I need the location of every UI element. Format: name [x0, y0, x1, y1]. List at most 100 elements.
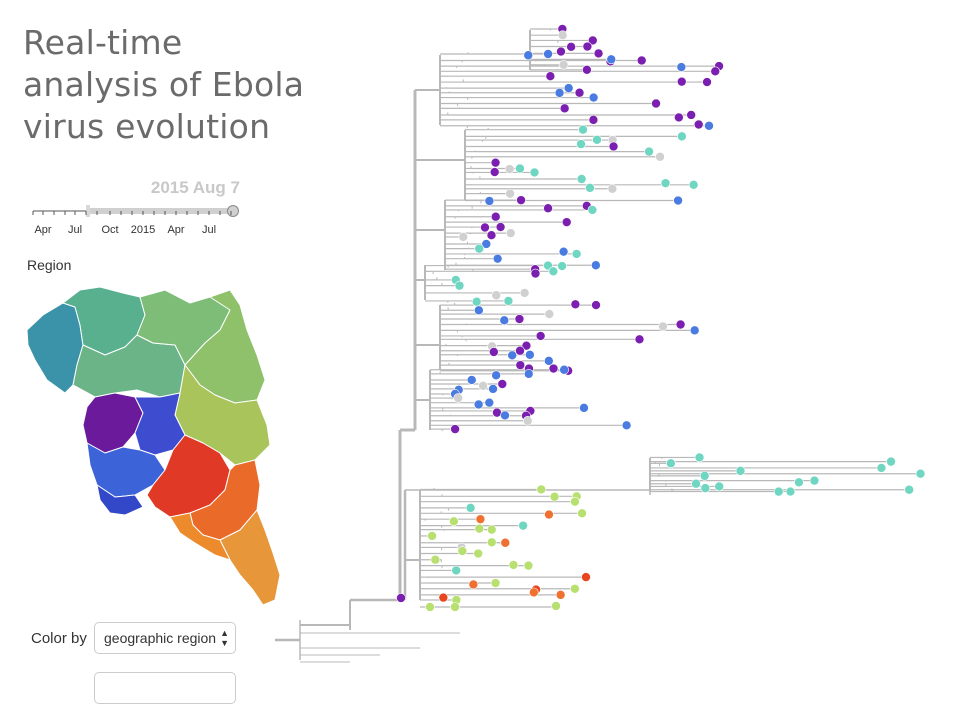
tree-tip[interactable]	[587, 35, 598, 46]
tree-tip[interactable]	[458, 232, 469, 242]
tree-tip[interactable]	[489, 167, 500, 177]
tree-tip[interactable]	[704, 120, 714, 131]
tree-tip[interactable]	[495, 222, 506, 232]
tree-tip[interactable]	[557, 30, 568, 40]
tree-tip[interactable]	[480, 222, 490, 233]
tree-tip[interactable]	[689, 325, 700, 336]
tree-tip[interactable]	[588, 92, 599, 103]
tree-tip[interactable]	[655, 151, 665, 162]
color-by-select[interactable]: geographic region ▲ ▼	[94, 622, 236, 654]
tree-tip[interactable]	[694, 452, 705, 463]
tree-tip[interactable]	[475, 514, 486, 524]
tree-tip[interactable]	[530, 268, 541, 279]
tree-tip[interactable]	[548, 266, 559, 277]
tree-tip[interactable]	[700, 483, 711, 493]
tree-tip[interactable]	[503, 296, 514, 306]
tree-tip[interactable]	[451, 565, 462, 576]
tree-tip[interactable]	[486, 524, 497, 535]
tree-tip[interactable]	[449, 516, 459, 527]
tree-tip[interactable]	[636, 55, 647, 66]
tree-tip[interactable]	[591, 260, 601, 271]
tree-tip[interactable]	[588, 115, 599, 125]
region-liberia-south[interactable]	[219, 509, 281, 606]
tree-tip[interactable]	[582, 41, 593, 52]
tree-tip[interactable]	[675, 319, 686, 330]
tree-tip[interactable]	[430, 554, 441, 565]
tree-tip[interactable]	[491, 370, 501, 381]
timeline-slider[interactable]: Apr Jul Oct 2015 Apr Jul	[28, 198, 248, 238]
tree-tip[interactable]	[585, 183, 595, 193]
tree-tip[interactable]	[474, 523, 485, 534]
tree-tip[interactable]	[579, 403, 589, 413]
tree-tip[interactable]	[535, 331, 546, 341]
timeline-start-handle[interactable]	[86, 205, 90, 217]
tree-tip[interactable]	[488, 384, 498, 394]
tree-tip[interactable]	[492, 407, 502, 418]
tree-tip[interactable]	[904, 484, 914, 495]
timeline-end-handle[interactable]	[227, 205, 239, 217]
tree-tip[interactable]	[474, 305, 484, 316]
tree-tip[interactable]	[504, 164, 515, 174]
tree-tip[interactable]	[473, 548, 484, 559]
tree-tip[interactable]	[521, 340, 532, 351]
tree-tip[interactable]	[543, 49, 553, 59]
tree-tip[interactable]	[714, 481, 725, 492]
tree-tip[interactable]	[554, 88, 565, 98]
phylogenetic-tree[interactable]	[0, 0, 975, 681]
tree-tip[interactable]	[529, 167, 540, 178]
tree-tip[interactable]	[644, 146, 654, 157]
tree-tip[interactable]	[691, 478, 701, 489]
tree-tip[interactable]	[465, 503, 476, 513]
tree-tip[interactable]	[634, 334, 645, 345]
tree-tip[interactable]	[576, 174, 587, 184]
tree-tip[interactable]	[518, 520, 528, 531]
tree-tip[interactable]	[505, 228, 516, 238]
tree-tip[interactable]	[484, 196, 495, 206]
tree-tip[interactable]	[529, 587, 539, 598]
tree-tip[interactable]	[571, 249, 582, 259]
tree-tip[interactable]	[507, 350, 518, 361]
tree-tip[interactable]	[915, 468, 926, 479]
tree-tip[interactable]	[794, 477, 804, 488]
tree-tip[interactable]	[556, 46, 566, 57]
tree-tip[interactable]	[559, 364, 569, 375]
tree-tip[interactable]	[660, 178, 671, 188]
tree-tip[interactable]	[519, 288, 530, 298]
tree-tip[interactable]	[468, 579, 479, 590]
tree-tip[interactable]	[591, 300, 601, 310]
tree-tip[interactable]	[876, 463, 887, 473]
tree-tip[interactable]	[450, 424, 460, 434]
tree-tip[interactable]	[515, 345, 525, 356]
tree-tip[interactable]	[688, 179, 699, 190]
tree-tip[interactable]	[551, 601, 561, 611]
tree-tip[interactable]	[677, 131, 687, 142]
tree-tip[interactable]	[582, 65, 592, 75]
tree-tip[interactable]	[505, 188, 515, 199]
tree-tip[interactable]	[500, 410, 510, 421]
tree-tip[interactable]	[555, 590, 566, 600]
tree-tip[interactable]	[396, 593, 406, 603]
tree-tip[interactable]	[481, 239, 492, 249]
tree-tip[interactable]	[693, 119, 704, 130]
tree-tip[interactable]	[478, 380, 488, 391]
tree-tip[interactable]	[699, 471, 710, 481]
tree-tip[interactable]	[621, 420, 632, 431]
tree-tip[interactable]	[484, 397, 495, 408]
tree-tip[interactable]	[570, 583, 580, 594]
tree-tip[interactable]	[592, 134, 602, 145]
tree-tip[interactable]	[566, 42, 576, 52]
tree-tip[interactable]	[548, 363, 559, 374]
tree-tip[interactable]	[587, 205, 598, 215]
tree-tip[interactable]	[606, 54, 617, 65]
tree-tip[interactable]	[500, 537, 511, 548]
tree-tip[interactable]	[515, 360, 526, 370]
tree-tip[interactable]	[545, 71, 556, 82]
tree-tip[interactable]	[576, 139, 586, 149]
tree-tip[interactable]	[651, 98, 661, 109]
tree-tip[interactable]	[427, 531, 437, 541]
tree-tip[interactable]	[559, 103, 570, 114]
region-map[interactable]	[25, 285, 285, 610]
tree-tip[interactable]	[558, 246, 569, 257]
tree-tip[interactable]	[544, 509, 554, 520]
tree-tip[interactable]	[492, 253, 503, 264]
